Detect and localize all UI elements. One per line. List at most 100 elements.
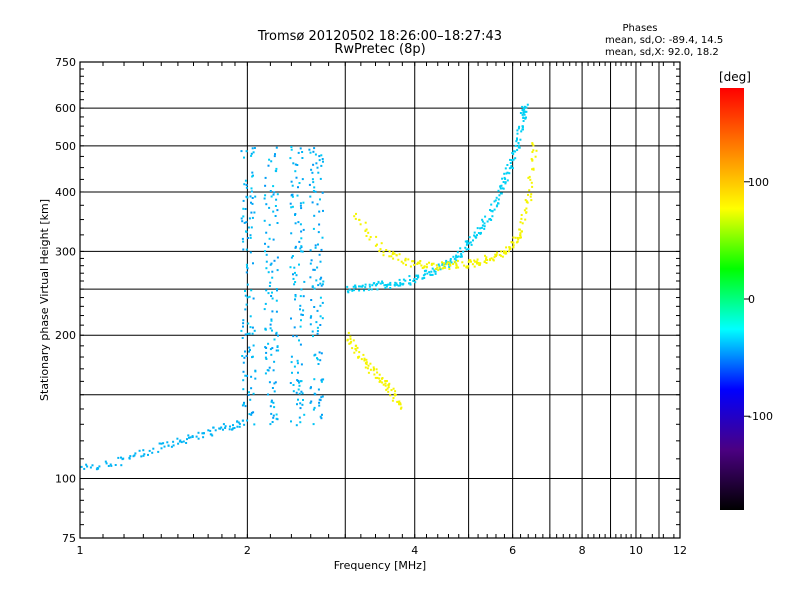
data-point xyxy=(445,261,448,264)
data-point xyxy=(269,281,272,284)
data-point xyxy=(350,340,353,343)
data-point xyxy=(430,270,433,273)
data-point xyxy=(222,428,224,431)
data-point xyxy=(233,427,236,429)
data-point xyxy=(497,198,500,201)
data-point xyxy=(160,442,163,445)
data-point xyxy=(321,236,324,239)
data-point xyxy=(314,353,317,356)
data-point xyxy=(400,260,403,263)
data-point xyxy=(243,423,246,426)
data-point xyxy=(483,227,486,230)
data-point xyxy=(244,179,247,182)
data-point xyxy=(272,414,275,417)
data-point xyxy=(467,260,470,263)
data-point xyxy=(383,284,386,287)
data-point xyxy=(349,338,352,340)
data-point xyxy=(267,245,270,248)
data-point xyxy=(480,226,483,229)
data-point xyxy=(386,387,389,390)
data-point xyxy=(360,358,363,361)
data-point xyxy=(355,349,358,352)
data-point xyxy=(276,209,279,212)
data-point xyxy=(289,202,292,205)
data-point xyxy=(302,295,305,298)
data-point xyxy=(294,298,296,301)
data-point xyxy=(117,456,120,459)
data-point xyxy=(413,278,416,281)
data-point xyxy=(466,241,469,244)
data-point xyxy=(311,171,314,174)
data-point xyxy=(275,310,278,313)
data-point xyxy=(525,106,528,109)
data-point xyxy=(290,420,292,423)
data-point xyxy=(264,356,267,359)
data-point xyxy=(318,404,321,407)
data-point xyxy=(532,144,535,147)
data-point xyxy=(251,147,254,150)
data-point xyxy=(471,263,474,266)
data-point xyxy=(275,198,278,201)
data-point xyxy=(520,214,523,216)
data-point xyxy=(457,255,460,258)
data-point xyxy=(271,387,274,389)
data-point xyxy=(491,215,494,218)
data-point xyxy=(466,240,469,243)
data-point xyxy=(273,382,276,385)
y-tick-label: 300 xyxy=(55,245,76,258)
data-point xyxy=(375,368,378,371)
data-point xyxy=(381,381,384,384)
data-point xyxy=(317,243,319,246)
data-point xyxy=(265,203,268,206)
data-point xyxy=(265,253,268,256)
data-point xyxy=(521,126,524,129)
y-tick-label: 400 xyxy=(55,186,76,199)
data-point xyxy=(247,237,250,239)
data-point xyxy=(376,243,378,246)
data-point xyxy=(299,402,302,405)
data-point xyxy=(316,203,319,206)
data-point xyxy=(268,381,271,384)
chart-subtitle: RwPretec (8p) xyxy=(334,42,425,57)
data-point xyxy=(138,449,141,452)
data-point xyxy=(250,413,253,416)
data-point xyxy=(489,218,492,220)
data-point xyxy=(476,262,479,265)
data-point xyxy=(120,456,122,459)
x-tick-label: 1 xyxy=(77,544,84,557)
data-point xyxy=(209,433,212,436)
data-point xyxy=(295,176,298,179)
data-point xyxy=(263,308,266,311)
data-point xyxy=(351,347,354,350)
data-point xyxy=(312,190,315,192)
data-point xyxy=(460,254,463,257)
data-point xyxy=(320,164,323,167)
data-point xyxy=(105,462,108,465)
data-point xyxy=(523,108,526,111)
data-point xyxy=(522,116,525,119)
data-point xyxy=(449,259,452,262)
data-point xyxy=(381,377,384,379)
data-point xyxy=(425,269,428,272)
y-tick-label: 75 xyxy=(62,532,76,545)
data-point xyxy=(273,259,276,262)
data-point xyxy=(443,262,445,265)
data-point xyxy=(95,468,98,471)
data-point xyxy=(251,326,254,329)
data-point xyxy=(96,467,99,469)
data-point xyxy=(385,249,388,251)
data-point xyxy=(245,263,248,266)
data-point xyxy=(242,388,245,391)
data-point xyxy=(291,184,294,187)
data-point xyxy=(264,372,267,375)
data-point xyxy=(368,285,371,288)
data-point xyxy=(292,390,295,393)
data-point xyxy=(530,199,533,202)
data-point xyxy=(465,248,468,251)
data-point xyxy=(313,268,316,271)
data-point xyxy=(295,391,298,394)
data-point xyxy=(486,259,489,261)
data-point xyxy=(351,289,354,292)
data-point xyxy=(508,246,511,249)
data-point xyxy=(162,442,165,445)
